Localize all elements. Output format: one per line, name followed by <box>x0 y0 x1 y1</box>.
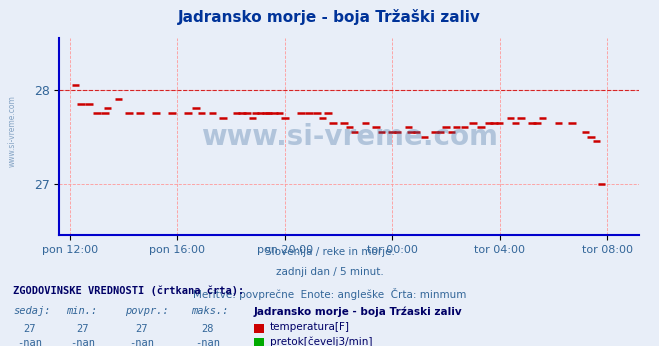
Text: Jadransko morje - boja Trźaski zaliv: Jadransko morje - boja Trźaski zaliv <box>254 306 463 317</box>
Text: min.:: min.: <box>66 306 97 316</box>
Text: ZGODOVINSKE VREDNOSTI (črtkana črta):: ZGODOVINSKE VREDNOSTI (črtkana črta): <box>13 285 244 296</box>
Text: Meritve: povprečne  Enote: angleške  Črta: minmum: Meritve: povprečne Enote: angleške Črta:… <box>193 288 466 300</box>
Text: temperatura[F]: temperatura[F] <box>270 322 349 332</box>
Text: www.si-vreme.com: www.si-vreme.com <box>8 95 17 167</box>
Text: 28: 28 <box>202 324 214 334</box>
Text: 27: 27 <box>76 324 88 334</box>
Text: www.si-vreme.com: www.si-vreme.com <box>201 123 498 151</box>
Text: Jadransko morje - boja Tržaški zaliv: Jadransko morje - boja Tržaški zaliv <box>178 9 481 25</box>
Text: maks.:: maks.: <box>191 306 229 316</box>
Text: -nan: -nan <box>70 338 95 346</box>
Text: -nan: -nan <box>17 338 42 346</box>
Text: Slovenija / reke in morje.: Slovenija / reke in morje. <box>264 247 395 257</box>
Text: -nan: -nan <box>129 338 154 346</box>
Text: zadnji dan / 5 minut.: zadnji dan / 5 minut. <box>275 267 384 277</box>
Text: povpr.:: povpr.: <box>125 306 169 316</box>
Text: -nan: -nan <box>195 338 220 346</box>
Text: pretok[čevelj3/min]: pretok[čevelj3/min] <box>270 337 372 346</box>
Text: sedaj:: sedaj: <box>13 306 51 316</box>
Text: 27: 27 <box>24 324 36 334</box>
Text: 27: 27 <box>136 324 148 334</box>
